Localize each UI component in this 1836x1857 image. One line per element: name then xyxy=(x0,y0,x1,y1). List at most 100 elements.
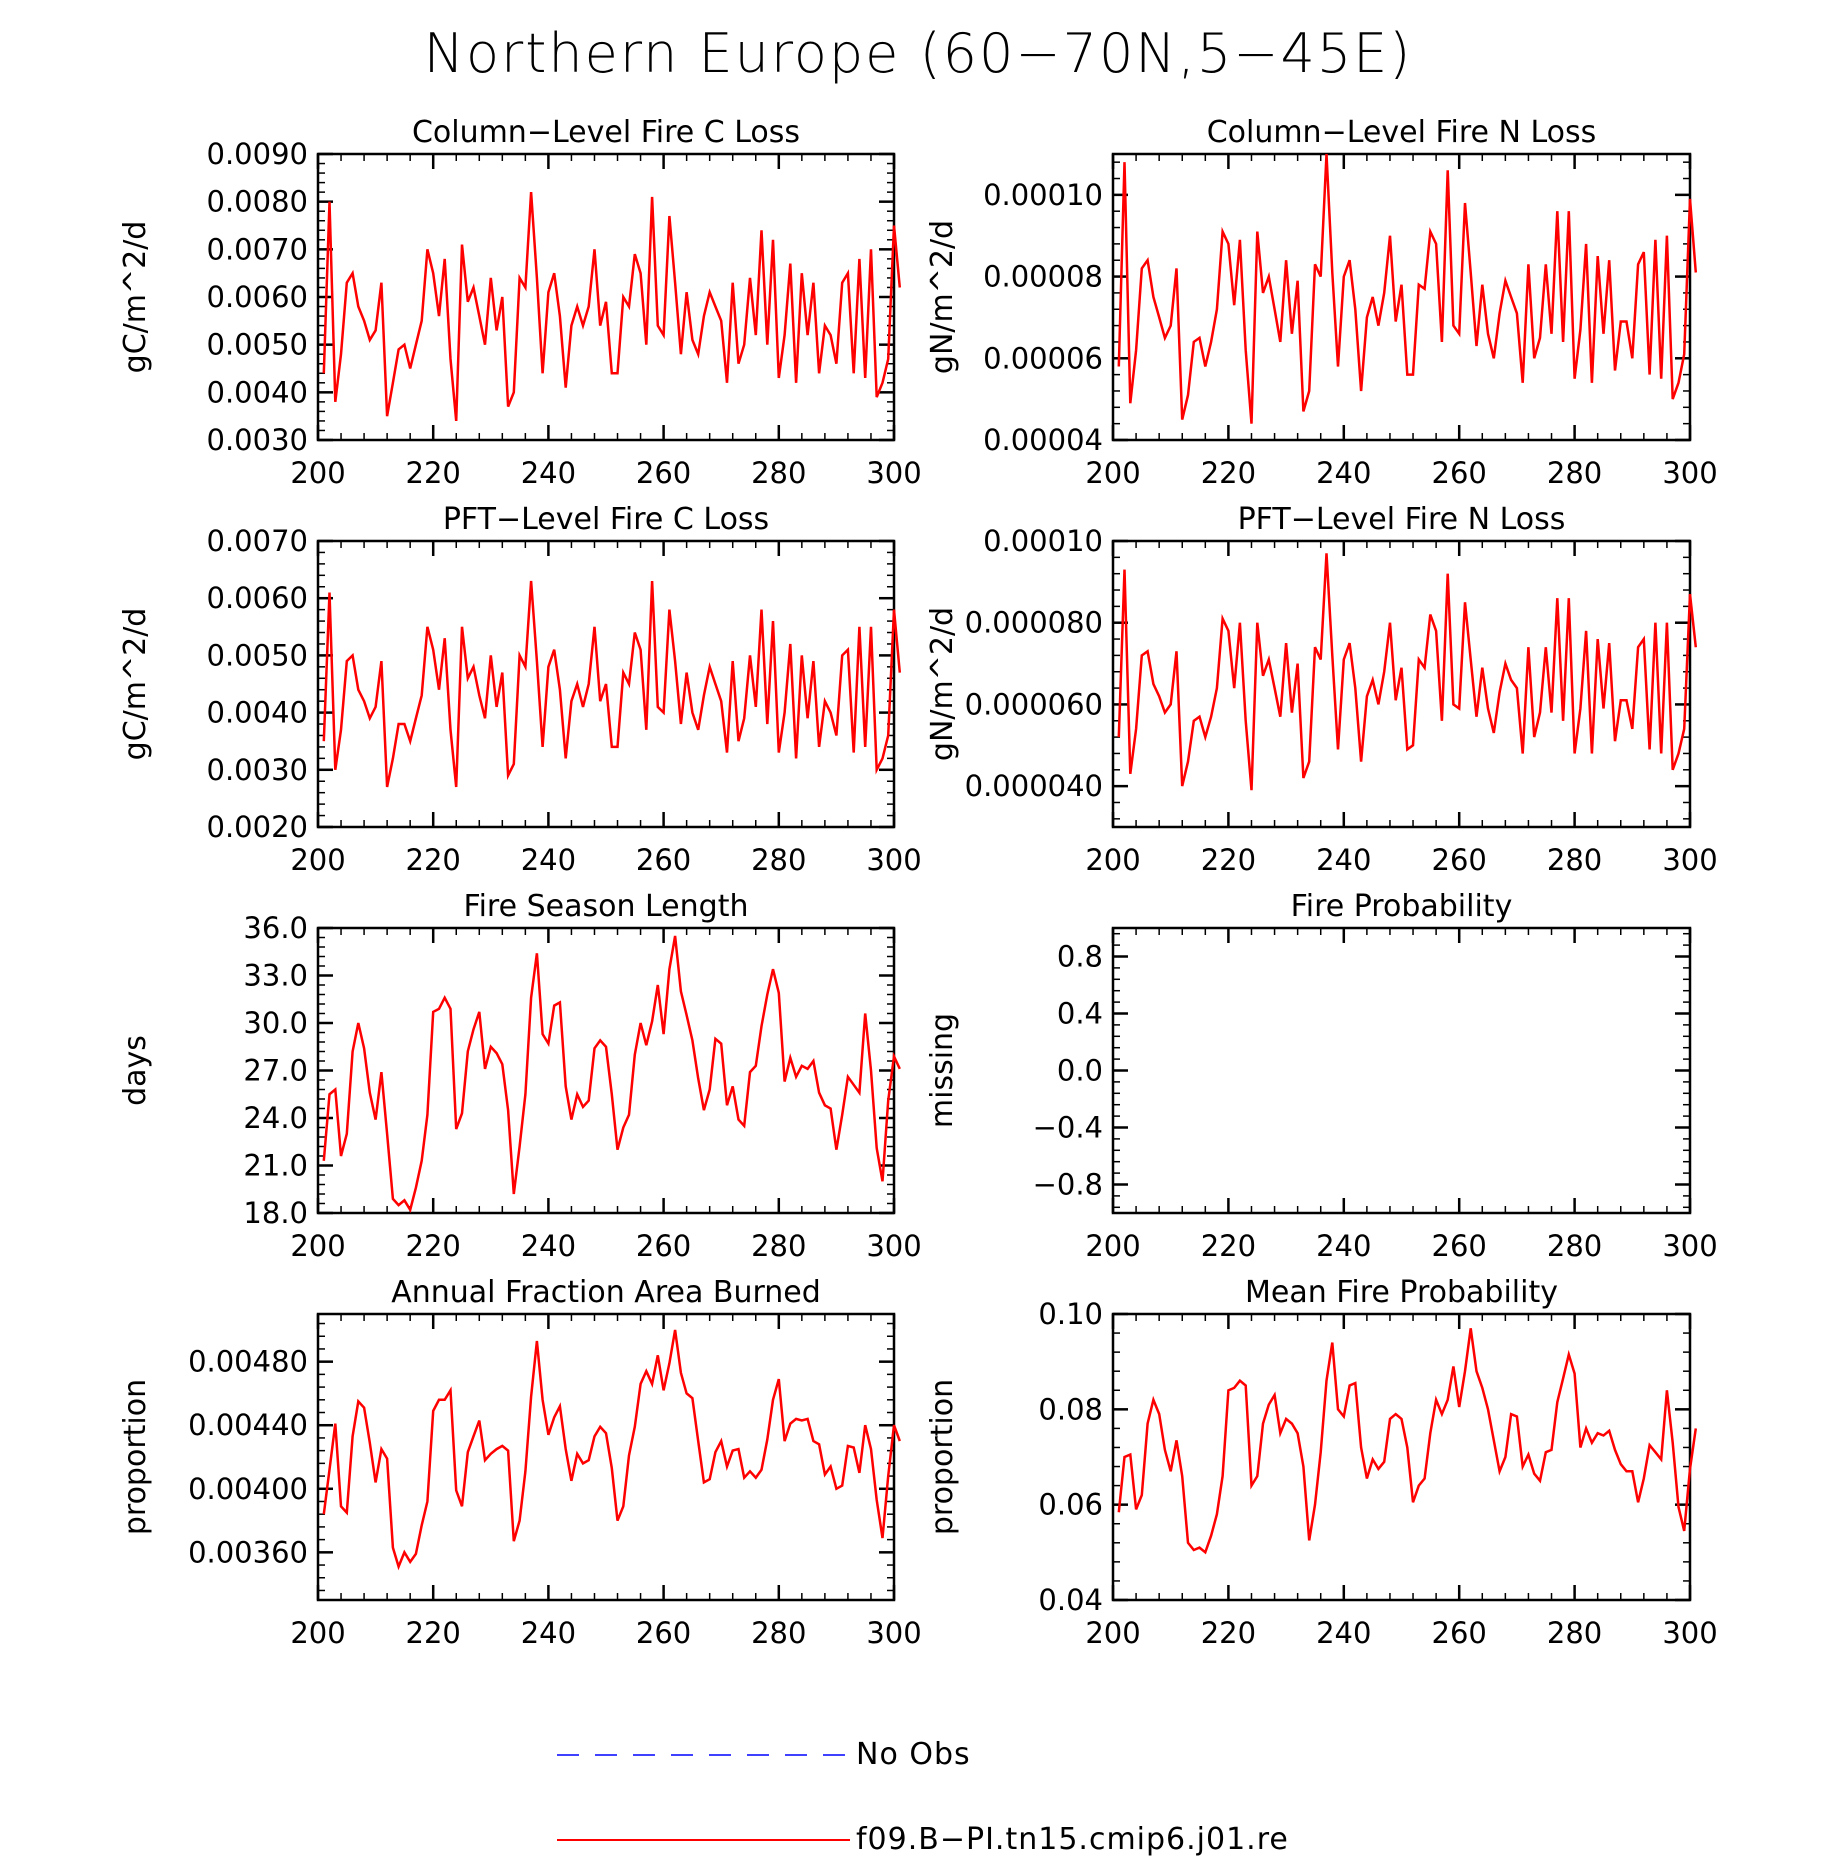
y-tick-label: 0.0050 xyxy=(207,328,308,362)
legend-model-label: f09.B−PI.tn15.cmip6.j01.re xyxy=(856,1822,1289,1857)
y-tick-label: 0.0070 xyxy=(207,232,308,266)
y-axis-label: gN/m^2/d xyxy=(925,607,960,761)
panel-fire-season-length: 200 220 240 260 280 300 18.0 21.0 24.0 27.0 30.0 33… xyxy=(118,889,922,1263)
panel-pft-fire-n-loss: 200 220 240 260 280 300 0.000040 0.000060 0.0000… xyxy=(925,502,1718,877)
y-tick-label: 0.4 xyxy=(1057,997,1103,1031)
y-tick-label: 21.0 xyxy=(243,1149,308,1183)
panel-title: Annual Fraction Area Burned xyxy=(391,1275,821,1310)
x-tick-label: 280 xyxy=(1547,456,1602,490)
y-tick-label: 0.00440 xyxy=(188,1408,308,1442)
y-tick-label: 0.8 xyxy=(1057,940,1103,974)
x-tick-label: 220 xyxy=(1201,843,1256,877)
y-axis-label: days xyxy=(118,1035,153,1106)
x-tick-label: 300 xyxy=(866,1616,921,1650)
legend xyxy=(557,1754,850,1841)
y-tick-label: 0.00360 xyxy=(188,1535,308,1569)
y-tick-label: 0.0 xyxy=(1057,1054,1103,1088)
y-tick-label: 24.0 xyxy=(243,1101,308,1135)
y-tick-label: 0.0060 xyxy=(207,280,308,314)
y-tick-label: 27.0 xyxy=(243,1054,308,1088)
x-tick-label: 300 xyxy=(866,843,921,877)
x-tick-label: 300 xyxy=(1662,843,1717,877)
series-line xyxy=(322,1329,901,1571)
series-line xyxy=(322,935,901,1213)
x-tick-label: 280 xyxy=(751,1616,806,1650)
y-tick-label: 0.00004 xyxy=(983,423,1103,457)
y-tick-label: 0.0080 xyxy=(207,185,308,219)
x-tick-label: 200 xyxy=(290,1229,345,1263)
plot-frame xyxy=(1111,152,1692,442)
y-tick-label: 0.0050 xyxy=(207,638,308,672)
x-tick-label: 300 xyxy=(866,456,921,490)
x-tick-label: 200 xyxy=(1085,456,1140,490)
y-tick-label: 0.00006 xyxy=(983,341,1103,375)
y-tick-label: 0.0030 xyxy=(207,753,308,787)
x-tick-label: 280 xyxy=(751,456,806,490)
y-tick-label: 33.0 xyxy=(243,959,308,993)
panel-title: Column−Level Fire N Loss xyxy=(1207,115,1597,150)
plot-frame xyxy=(316,152,896,442)
x-tick-label: 300 xyxy=(1662,1616,1717,1650)
x-tick-label: 260 xyxy=(636,1616,691,1650)
y-tick-label: 0.0020 xyxy=(207,810,308,844)
y-tick-label: 0.0040 xyxy=(207,375,308,409)
x-tick-label: 200 xyxy=(1085,1229,1140,1263)
page-title: Northern Europe (60−70N,5−45E) xyxy=(423,22,1413,85)
panel-title: Mean Fire Probability xyxy=(1245,1275,1558,1310)
x-tick-label: 200 xyxy=(1085,1616,1140,1650)
x-tick-label: 200 xyxy=(290,1616,345,1650)
y-tick-label: 0.10 xyxy=(1038,1297,1103,1331)
x-tick-label: 260 xyxy=(636,843,691,877)
y-tick-label: 0.00010 xyxy=(983,178,1103,212)
y-tick-label: 0.0060 xyxy=(207,581,308,615)
y-tick-label: −0.8 xyxy=(1033,1168,1103,1202)
x-tick-label: 240 xyxy=(1316,1616,1371,1650)
y-tick-label: 0.0040 xyxy=(207,696,308,730)
panel-column-fire-c-loss: 200 220 240 260 280 300 0.0030 0.0040 0.0050 0.00… xyxy=(118,115,922,490)
panel-annual-fraction-area-burned: 200 220 240 260 280 300 0.00360 0.00400 0.00440 0… xyxy=(118,1275,922,1650)
x-tick-label: 280 xyxy=(751,1229,806,1263)
x-tick-label: 260 xyxy=(1432,1616,1487,1650)
x-tick-label: 220 xyxy=(406,1616,461,1650)
panel-title: Fire Season Length xyxy=(464,889,749,924)
panel-mean-fire-probability: 200 220 240 260 280 300 0.04 0.06 0.08 0.10 Mean F… xyxy=(925,1275,1718,1650)
y-tick-label: 0.0030 xyxy=(207,423,308,457)
series-line xyxy=(1117,153,1698,424)
series-line xyxy=(1117,1328,1698,1555)
plot-frame xyxy=(316,926,896,1215)
x-tick-label: 220 xyxy=(1201,1229,1256,1263)
plot-frame xyxy=(1111,539,1692,829)
y-tick-label: 0.00008 xyxy=(983,260,1103,294)
x-tick-label: 240 xyxy=(521,1229,576,1263)
x-tick-label: 240 xyxy=(521,456,576,490)
plot-frame xyxy=(316,539,896,829)
y-tick-label: 0.00480 xyxy=(188,1345,308,1379)
panel-column-fire-n-loss: 200 220 240 260 280 300 0.00004 0.00006 0.00008 0… xyxy=(925,115,1718,490)
y-tick-label: 0.000080 xyxy=(965,606,1103,640)
y-tick-label: 0.00010 xyxy=(983,524,1103,558)
y-tick-label: −0.4 xyxy=(1033,1111,1103,1145)
x-tick-label: 260 xyxy=(636,1229,691,1263)
y-tick-label: 0.000040 xyxy=(965,769,1103,803)
x-tick-label: 260 xyxy=(1432,1229,1487,1263)
y-tick-label: 36.0 xyxy=(243,911,308,945)
y-axis-label: proportion xyxy=(925,1379,960,1535)
panel-title: PFT−Level Fire C Loss xyxy=(443,502,769,537)
x-tick-label: 240 xyxy=(521,843,576,877)
x-tick-label: 240 xyxy=(1316,1229,1371,1263)
legend-obs-label: No Obs xyxy=(856,1737,971,1772)
x-tick-label: 260 xyxy=(1432,456,1487,490)
panel-pft-fire-c-loss: 200 220 240 260 280 300 0.0020 0.0030 0.0040 0.00… xyxy=(118,502,922,877)
x-tick-label: 200 xyxy=(1085,843,1140,877)
series-line xyxy=(1117,553,1698,791)
x-tick-label: 300 xyxy=(866,1229,921,1263)
x-tick-label: 200 xyxy=(290,843,345,877)
x-tick-label: 280 xyxy=(1547,843,1602,877)
plot-frame xyxy=(316,1312,896,1602)
y-tick-label: 0.000060 xyxy=(965,687,1103,721)
x-tick-label: 260 xyxy=(636,456,691,490)
x-tick-label: 260 xyxy=(1432,843,1487,877)
x-tick-label: 220 xyxy=(406,843,461,877)
y-axis-label: gC/m^2/d xyxy=(118,608,153,761)
